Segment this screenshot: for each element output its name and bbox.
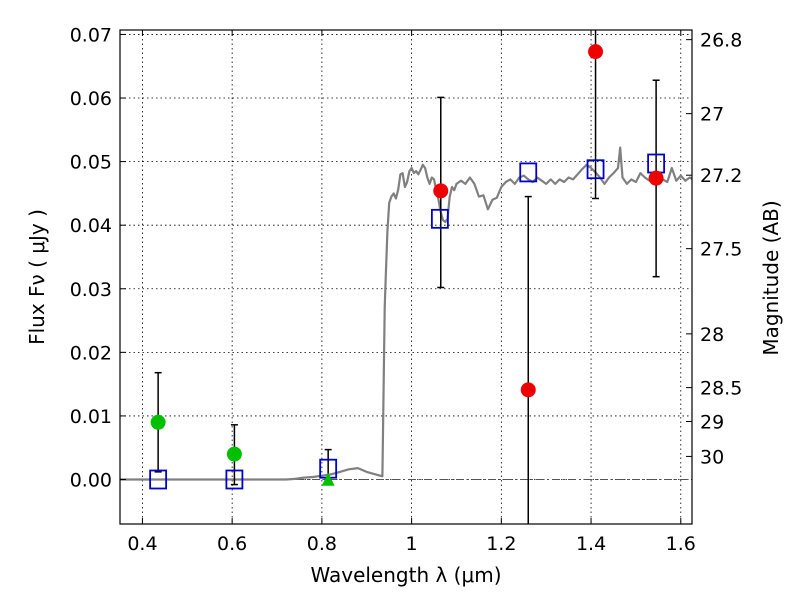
y2-tick-label: 27.2 <box>700 165 742 187</box>
x-tick-label: 1.2 <box>486 533 516 555</box>
x-axis-label: Wavelength λ (μm) <box>310 563 501 587</box>
model-spectrum-layer <box>120 146 692 481</box>
data-point-circle <box>648 170 664 186</box>
y2-tick-label: 26.8 <box>700 30 742 52</box>
y-tick-label: 0.02 <box>70 342 112 364</box>
data-point-triangle <box>321 472 335 486</box>
x-tick-label: 1.4 <box>576 533 606 555</box>
data-markers <box>149 44 666 490</box>
y-tick-label: 0.01 <box>70 406 112 428</box>
y-tick-label: 0.00 <box>70 469 112 491</box>
y-tick-label: 0.07 <box>70 24 112 46</box>
y2-axis-label: Magnitude (AB) <box>759 200 783 355</box>
axis-ticks <box>120 30 692 524</box>
y-tick-label: 0.06 <box>70 88 112 110</box>
plot-frame <box>119 29 693 525</box>
data-point-circle <box>226 446 242 462</box>
y2-tick-label: 28.5 <box>700 378 742 400</box>
model-point-square <box>149 469 168 490</box>
data-point-circle <box>150 414 166 430</box>
model-point-square <box>430 208 449 229</box>
x-tick-label: 1 <box>406 533 418 555</box>
model-point-square <box>519 162 538 183</box>
y2-tick-label: 27.5 <box>700 239 742 261</box>
y2-tick-label: 29 <box>700 412 724 434</box>
tick-labels: 0.4 0.6 0.8 1 1.2 1.4 1.6 0.00 0.01 0.02 0.03 0.04 0… <box>70 24 743 555</box>
y-tick-label: 0.05 <box>70 152 112 174</box>
y-axis-label: Flux Fν ( μJy ) <box>25 209 49 345</box>
model-spectrum-line <box>120 146 692 481</box>
x-tick-label: 0.4 <box>127 533 157 555</box>
y-tick-label: 0.04 <box>70 215 112 237</box>
model-point-square <box>586 159 605 180</box>
model-point-square <box>225 469 244 490</box>
y2-tick-label: 28 <box>700 324 724 346</box>
x-tick-label: 0.6 <box>217 533 247 555</box>
data-point-circle <box>520 382 536 398</box>
x-tick-label: 0.8 <box>307 533 337 555</box>
y2-tick-label: 27 <box>700 104 724 126</box>
y2-tick-label: 30 <box>700 446 724 468</box>
y-tick-label: 0.03 <box>70 279 112 301</box>
data-point-circle <box>588 44 604 60</box>
x-tick-label: 1.6 <box>666 533 696 555</box>
plot-background <box>120 30 692 524</box>
data-point-circle <box>433 183 449 199</box>
